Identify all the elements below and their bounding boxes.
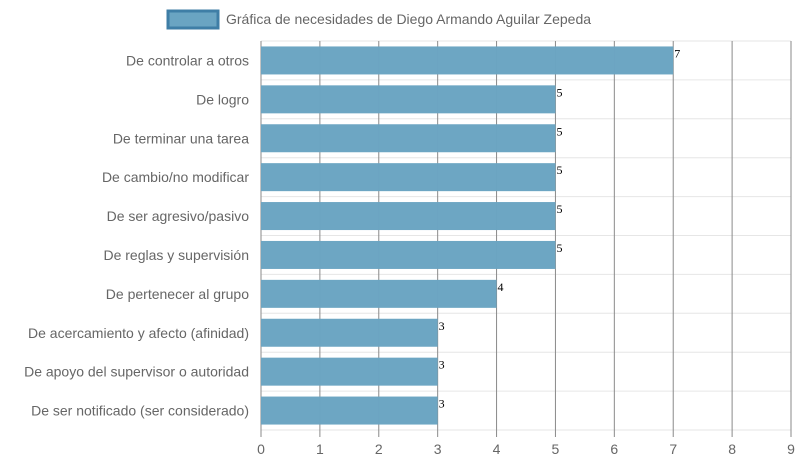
category-label: De apoyo del supervisor o autoridad <box>24 364 249 380</box>
category-labels: De controlar a otros De logro De terminar … <box>24 52 249 418</box>
category-label: De terminar una tarea <box>113 130 249 146</box>
x-axis-tick-labels: 0 1 2 3 4 5 6 7 8 9 <box>257 441 795 457</box>
data-label: 5 <box>556 163 562 177</box>
category-label: De logro <box>196 91 249 107</box>
bar[interactable] <box>261 396 438 425</box>
data-label: 7 <box>674 46 680 60</box>
legend-label: Gráfica de necesidades de Diego Armando … <box>226 11 591 27</box>
bar[interactable] <box>261 163 556 192</box>
x-tick-label: 9 <box>787 441 795 457</box>
category-label: De controlar a otros <box>126 52 249 68</box>
bar[interactable] <box>261 85 556 114</box>
x-tick-label: 1 <box>316 441 324 457</box>
chart-legend[interactable]: Gráfica de necesidades de Diego Armando … <box>166 9 591 30</box>
bars <box>261 46 674 425</box>
data-label: 3 <box>439 358 445 372</box>
x-tick-label: 4 <box>493 441 501 457</box>
bar[interactable] <box>261 318 438 347</box>
data-label: 4 <box>498 280 504 294</box>
x-tick-label: 8 <box>728 441 736 457</box>
x-tick-label: 7 <box>669 441 677 457</box>
x-tick-label: 5 <box>552 441 560 457</box>
data-label: 5 <box>556 241 562 255</box>
x-tick-label: 6 <box>610 441 618 457</box>
category-label: De reglas y supervisión <box>103 247 249 263</box>
data-labels: 7 5 5 5 5 5 4 3 3 3 <box>439 46 681 410</box>
data-label: 5 <box>556 202 562 216</box>
x-tick-label: 2 <box>375 441 383 457</box>
bar[interactable] <box>261 279 497 308</box>
data-label: 5 <box>556 85 562 99</box>
category-label: De pertenecer al grupo <box>106 286 249 302</box>
data-label: 3 <box>439 397 445 411</box>
bar[interactable] <box>261 202 556 231</box>
bar[interactable] <box>261 357 438 386</box>
category-label: De ser notificado (ser considerado) <box>31 403 249 419</box>
data-label: 3 <box>439 319 445 333</box>
category-label: De ser agresivo/pasivo <box>107 208 250 224</box>
category-label: De cambio/no modificar <box>102 169 249 185</box>
bar[interactable] <box>261 46 674 75</box>
data-label: 5 <box>556 124 562 138</box>
x-tick-label: 0 <box>257 441 265 457</box>
legend-swatch <box>166 9 220 30</box>
bar[interactable] <box>261 124 556 153</box>
x-tick-label: 3 <box>434 441 442 457</box>
category-label: De acercamiento y afecto (afinidad) <box>28 325 249 341</box>
bar[interactable] <box>261 240 556 269</box>
